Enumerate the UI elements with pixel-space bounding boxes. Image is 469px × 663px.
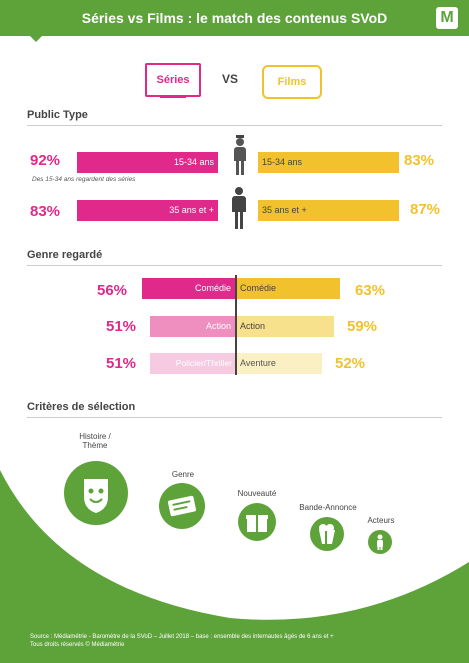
footer-background <box>0 470 469 663</box>
smiley-shield-icon <box>64 461 128 525</box>
rights-text: Tous droits réservés © Médiamétrie <box>30 642 125 648</box>
series-15-34-bar: 15-34 ans <box>77 152 218 173</box>
films-35-label: 35 ans et + <box>262 205 307 215</box>
series-policier-bar: Policier/Thriller <box>150 353 235 374</box>
criteria-label-genre: Genre <box>171 470 195 479</box>
films-15-34-value: 83% <box>404 152 435 169</box>
public-type-title: Public Type <box>27 109 88 121</box>
films-15-34-bar: 15-34 ans <box>258 152 399 173</box>
series-comedie-label: Comédie <box>194 283 231 293</box>
popcorn-icon <box>310 517 344 551</box>
films-aventure-bar: Aventure <box>237 353 322 374</box>
header-bar <box>0 0 469 36</box>
header-notch <box>30 36 42 42</box>
source-text: Source : Médiamétrie - Baromètre de la S… <box>30 634 334 640</box>
series-15-34-note: Des 15-34 ans regardent des séries <box>32 176 136 183</box>
films-action-bar: Action <box>237 316 334 337</box>
legend-films-label: Films <box>277 76 307 88</box>
criteria-label-nouveaute: Nouveauté <box>237 489 277 498</box>
films-15-34-label: 15-34 ans <box>262 157 303 167</box>
person-icon-young <box>234 135 246 175</box>
genre-center-axis <box>235 275 237 375</box>
legend-vs: VS <box>221 72 238 86</box>
films-ticket-icon: Films <box>262 65 322 99</box>
criteria-title: Critères de sélection <box>27 401 136 413</box>
films-comedie-label: Comédie <box>240 283 277 293</box>
tv-stand <box>160 95 186 98</box>
ticket-icon <box>159 483 205 529</box>
series-action-label: Action <box>205 321 231 331</box>
page-title: Séries vs Films : le match des contenus … <box>81 10 388 26</box>
criteria-label-histoire: Histoire / Thème <box>79 432 111 450</box>
films-action-value: 59% <box>347 318 378 335</box>
films-35-bar: 35 ans et + <box>258 200 399 221</box>
footer-source: Source : Médiamétrie - Baromètre de la S… <box>30 633 450 649</box>
series-action-bar: Action <box>150 316 235 337</box>
legend-series-label: Séries <box>156 74 190 86</box>
section-divider <box>27 125 442 126</box>
section-divider <box>27 265 442 266</box>
films-comedie-value: 63% <box>355 282 386 299</box>
series-15-34-value: 92% <box>30 152 61 169</box>
gift-icon <box>238 503 276 541</box>
series-35-bar: 35 ans et + <box>77 200 218 221</box>
films-comedie-bar: Comédie <box>237 278 340 299</box>
films-aventure-label: Aventure <box>240 358 276 368</box>
criteria-label-acteurs: Acteurs <box>367 516 395 525</box>
series-35-label: 35 ans et + <box>169 205 214 215</box>
mediametrie-logo: M <box>436 7 458 29</box>
films-action-label: Action <box>240 321 266 331</box>
series-policier-label: Policier/Thriller <box>175 358 232 368</box>
series-tv-icon: Séries <box>145 63 201 97</box>
series-comedie-bar: Comédie <box>142 278 235 299</box>
series-policier-value: 51% <box>106 355 137 372</box>
person-icon-adult <box>232 187 246 229</box>
person-icon <box>368 530 392 554</box>
series-action-value: 51% <box>106 318 137 335</box>
series-comedie-value: 56% <box>97 282 128 299</box>
genre-title: Genre regardé <box>27 249 103 261</box>
section-divider <box>27 417 442 418</box>
series-15-34-label: 15-34 ans <box>173 157 214 167</box>
films-aventure-value: 52% <box>335 355 366 372</box>
series-35-value: 83% <box>30 203 61 220</box>
films-35-value: 87% <box>410 201 441 218</box>
criteria-label-bande-annonce: Bande-Annonce <box>299 503 357 512</box>
